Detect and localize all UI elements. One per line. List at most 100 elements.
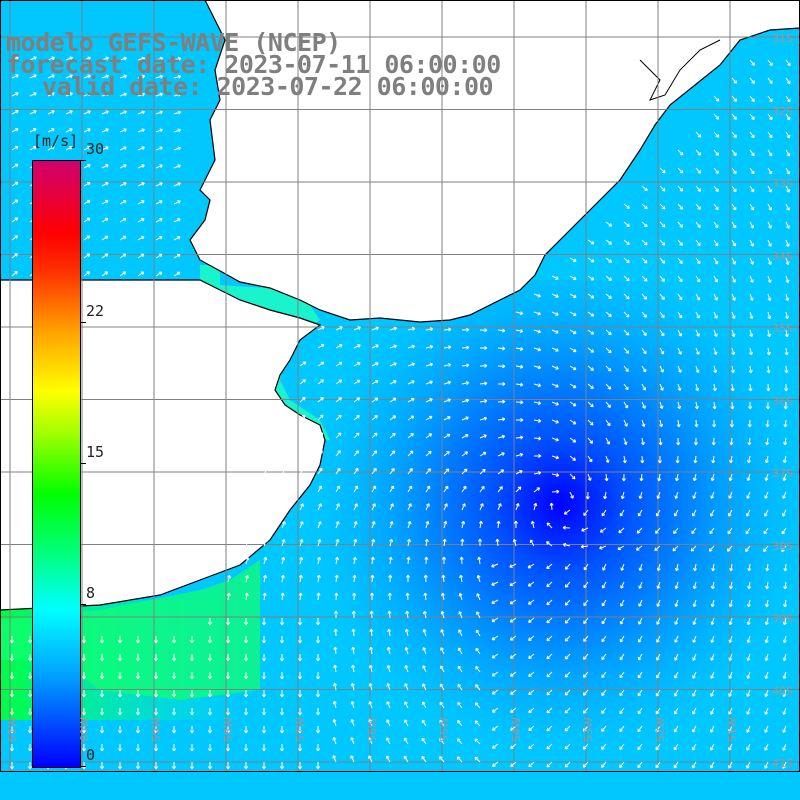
wind-arrow bbox=[173, 271, 181, 277]
wind-arrow bbox=[764, 491, 769, 499]
wind-arrow bbox=[546, 522, 553, 529]
wind-arrow bbox=[440, 629, 445, 637]
wind-arrow bbox=[9, 654, 15, 662]
wind-arrow bbox=[386, 719, 391, 727]
wind-arrow bbox=[457, 647, 463, 655]
wind-arrow bbox=[605, 239, 613, 245]
wind-arrow bbox=[533, 329, 542, 334]
wind-arrow bbox=[491, 635, 499, 641]
wind-arrow bbox=[407, 450, 414, 457]
wind-arrow bbox=[692, 617, 697, 625]
wind-arrow bbox=[279, 672, 285, 680]
wind-arrow bbox=[638, 491, 643, 500]
wind-arrow bbox=[353, 344, 361, 349]
wind-arrow bbox=[461, 345, 470, 350]
wind-arrow bbox=[712, 383, 717, 392]
wind-arrow bbox=[617, 545, 625, 551]
wind-arrow bbox=[135, 708, 141, 716]
wind-arrow bbox=[335, 432, 342, 439]
wind-arrow bbox=[692, 491, 697, 499]
wind-arrow bbox=[101, 235, 109, 241]
wind-arrow bbox=[746, 599, 751, 608]
wind-arrow bbox=[546, 563, 553, 570]
wind-arrow bbox=[101, 164, 109, 169]
offshore-wind-zone bbox=[0, 560, 260, 700]
wind-arrow bbox=[766, 347, 771, 356]
wind-arrow bbox=[551, 365, 559, 370]
wind-arrow bbox=[99, 672, 105, 680]
wind-arrow bbox=[691, 509, 697, 517]
wind-arrow bbox=[440, 610, 445, 619]
wind-arrow bbox=[477, 556, 482, 565]
wind-arrow bbox=[368, 719, 373, 727]
wind-arrow bbox=[27, 762, 33, 770]
wind-arrow bbox=[479, 363, 488, 368]
wind-arrow bbox=[443, 416, 451, 421]
wind-arrow bbox=[404, 665, 409, 673]
wind-arrow bbox=[137, 74, 146, 79]
wind-arrow bbox=[317, 450, 323, 457]
wind-arrow bbox=[673, 689, 679, 697]
wind-arrow bbox=[263, 485, 269, 493]
wind-arrow bbox=[749, 95, 755, 102]
wind-arrow bbox=[605, 347, 612, 354]
wind-arrow bbox=[782, 761, 787, 769]
wind-arrow bbox=[763, 527, 769, 535]
wind-arrow bbox=[371, 467, 377, 475]
longitude-label: 59W bbox=[150, 717, 163, 742]
wind-arrow bbox=[710, 617, 715, 626]
wind-arrow bbox=[491, 581, 499, 586]
wind-arrow bbox=[641, 419, 646, 428]
wind-arrow bbox=[243, 708, 249, 716]
wind-arrow bbox=[533, 470, 542, 475]
wind-arrow bbox=[509, 563, 517, 568]
wind-arrow bbox=[728, 635, 733, 644]
wind-arrow bbox=[317, 538, 322, 547]
wind-arrow bbox=[533, 487, 541, 493]
wind-arrow bbox=[245, 521, 250, 529]
wind-arrow bbox=[636, 527, 643, 534]
wind-arrow bbox=[263, 503, 268, 511]
wind-arrow bbox=[497, 328, 506, 333]
wind-arrow bbox=[299, 521, 304, 529]
wind-arrow bbox=[692, 635, 697, 643]
wind-arrow bbox=[659, 203, 666, 210]
wind-arrow bbox=[227, 574, 232, 583]
wind-arrow bbox=[261, 618, 267, 626]
wind-arrow bbox=[137, 110, 145, 115]
wind-arrow bbox=[261, 762, 267, 770]
wind-arrow bbox=[491, 689, 499, 695]
wind-arrow bbox=[712, 419, 717, 428]
wind-arrow bbox=[619, 743, 625, 751]
wind-arrow bbox=[782, 743, 787, 751]
wind-arrow bbox=[297, 636, 303, 644]
wind-arrow bbox=[659, 239, 666, 246]
wind-arrow bbox=[27, 690, 33, 698]
wind-arrow bbox=[137, 128, 145, 133]
wind-arrow bbox=[713, 293, 718, 301]
wind-arrow bbox=[677, 275, 683, 283]
wind-arrow bbox=[765, 563, 770, 572]
wind-arrow bbox=[371, 538, 376, 547]
wind-arrow bbox=[764, 473, 769, 482]
wind-arrow bbox=[99, 690, 105, 698]
wind-arrow bbox=[439, 719, 445, 727]
wind-arrow bbox=[443, 362, 452, 367]
wind-arrow bbox=[564, 743, 571, 750]
wind-arrow bbox=[443, 485, 449, 493]
wind-arrow bbox=[767, 203, 773, 211]
wind-arrow bbox=[9, 726, 15, 734]
wind-arrow bbox=[459, 556, 464, 565]
wind-arrow bbox=[546, 635, 553, 642]
wind-arrow bbox=[405, 592, 410, 601]
wind-arrow bbox=[605, 401, 611, 408]
wind-arrow bbox=[460, 538, 465, 547]
wind-arrow bbox=[261, 726, 267, 734]
wind-arrow bbox=[515, 329, 524, 334]
wind-arrow bbox=[155, 200, 163, 205]
lagoon bbox=[639, 39, 721, 101]
wind-arrow bbox=[261, 636, 267, 644]
wind-arrow bbox=[81, 636, 87, 644]
wind-arrow bbox=[27, 672, 33, 680]
wind-arrow bbox=[509, 581, 517, 587]
